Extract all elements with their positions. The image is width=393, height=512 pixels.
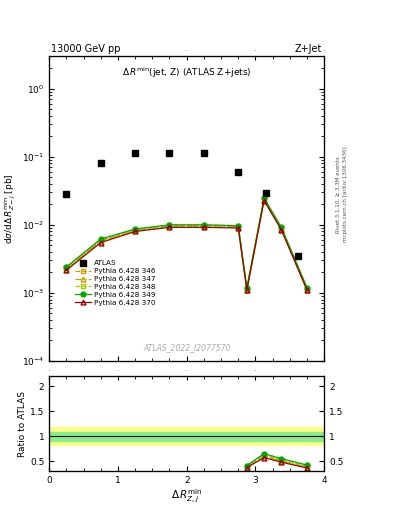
- Pythia 6.428 347: [236, 224, 241, 230]
- Pythia 6.428 347: [279, 226, 284, 232]
- ATLAS: [202, 150, 206, 156]
- Pythia 6.428 370: [98, 240, 103, 246]
- X-axis label: $\Delta\,R^{\rm min}_{Z,j}$: $\Delta\,R^{\rm min}_{Z,j}$: [171, 487, 202, 505]
- Y-axis label: Ratio to ATLAS: Ratio to ATLAS: [18, 391, 27, 457]
- Line: Pythia 6.428 346: Pythia 6.428 346: [64, 197, 309, 291]
- Pythia 6.428 349: [167, 222, 172, 228]
- ATLAS: [98, 160, 103, 166]
- Pythia 6.428 348: [64, 267, 69, 273]
- Pythia 6.428 346: [279, 225, 284, 231]
- Pythia 6.428 346: [133, 227, 138, 233]
- Pythia 6.428 346: [244, 286, 249, 292]
- Line: Pythia 6.428 347: Pythia 6.428 347: [64, 197, 309, 292]
- Pythia 6.428 347: [98, 238, 103, 244]
- Pythia 6.428 346: [167, 222, 172, 228]
- Pythia 6.428 347: [262, 197, 266, 203]
- Pythia 6.428 349: [98, 236, 103, 242]
- Pythia 6.428 348: [98, 238, 103, 244]
- Pythia 6.428 347: [305, 287, 309, 293]
- Pythia 6.428 370: [64, 267, 69, 273]
- Legend: ATLAS, Pythia 6.428 346, Pythia 6.428 347, Pythia 6.428 348, Pythia 6.428 349, P: ATLAS, Pythia 6.428 346, Pythia 6.428 34…: [72, 258, 159, 309]
- ATLAS: [167, 150, 172, 156]
- Pythia 6.428 347: [64, 265, 69, 271]
- Pythia 6.428 370: [133, 228, 138, 234]
- Line: Pythia 6.428 349: Pythia 6.428 349: [64, 196, 309, 290]
- Pythia 6.428 347: [133, 227, 138, 233]
- Line: ATLAS: ATLAS: [63, 150, 301, 259]
- Pythia 6.428 346: [236, 223, 241, 229]
- Pythia 6.428 347: [202, 223, 206, 229]
- Pythia 6.428 348: [305, 287, 309, 293]
- Pythia 6.428 349: [244, 285, 249, 291]
- ATLAS: [64, 191, 69, 198]
- Pythia 6.428 348: [167, 223, 172, 229]
- Pythia 6.428 370: [262, 198, 266, 204]
- Pythia 6.428 347: [244, 287, 249, 293]
- Pythia 6.428 349: [305, 285, 309, 291]
- Text: 13000 GeV pp: 13000 GeV pp: [51, 44, 121, 54]
- ATLAS: [296, 253, 301, 259]
- Text: ATLAS_2022_I2077570: ATLAS_2022_I2077570: [143, 343, 230, 352]
- Pythia 6.428 370: [236, 225, 241, 231]
- Pythia 6.428 348: [133, 228, 138, 234]
- Pythia 6.428 346: [64, 264, 69, 270]
- Pythia 6.428 349: [202, 222, 206, 228]
- Y-axis label: d$\sigma$/d$\Delta\,R^{\rm min}_{Z-j}$ [pb]: d$\sigma$/d$\Delta\,R^{\rm min}_{Z-j}$ […: [2, 174, 18, 244]
- Pythia 6.428 349: [64, 264, 69, 270]
- ATLAS: [236, 169, 241, 175]
- Pythia 6.428 370: [202, 224, 206, 230]
- Text: $\Delta\,R^{\rm min}$(jet, Z) (ATLAS Z+jets): $\Delta\,R^{\rm min}$(jet, Z) (ATLAS Z+j…: [122, 66, 252, 80]
- Pythia 6.428 349: [133, 226, 138, 232]
- Text: mcplots.cern.ch [arXiv:1306.3436]: mcplots.cern.ch [arXiv:1306.3436]: [343, 147, 348, 242]
- Text: Rivet 3.1.10, ≥ 3.3M events: Rivet 3.1.10, ≥ 3.3M events: [336, 156, 341, 233]
- Pythia 6.428 346: [98, 237, 103, 243]
- Pythia 6.428 349: [236, 223, 241, 229]
- Pythia 6.428 346: [202, 222, 206, 228]
- Pythia 6.428 347: [167, 223, 172, 229]
- Pythia 6.428 370: [279, 227, 284, 233]
- Pythia 6.428 348: [244, 287, 249, 293]
- Pythia 6.428 349: [262, 195, 266, 201]
- Pythia 6.428 346: [262, 196, 266, 202]
- Pythia 6.428 370: [244, 287, 249, 293]
- Pythia 6.428 370: [305, 287, 309, 293]
- Line: Pythia 6.428 348: Pythia 6.428 348: [64, 198, 309, 292]
- Pythia 6.428 348: [279, 226, 284, 232]
- ATLAS: [263, 190, 268, 197]
- Pythia 6.428 370: [167, 224, 172, 230]
- Pythia 6.428 346: [305, 286, 309, 292]
- Pythia 6.428 348: [262, 197, 266, 203]
- Text: Z+Jet: Z+Jet: [295, 44, 322, 54]
- Line: Pythia 6.428 370: Pythia 6.428 370: [64, 198, 309, 292]
- Pythia 6.428 349: [279, 224, 284, 230]
- Pythia 6.428 348: [236, 224, 241, 230]
- ATLAS: [133, 150, 138, 156]
- Pythia 6.428 348: [202, 223, 206, 229]
